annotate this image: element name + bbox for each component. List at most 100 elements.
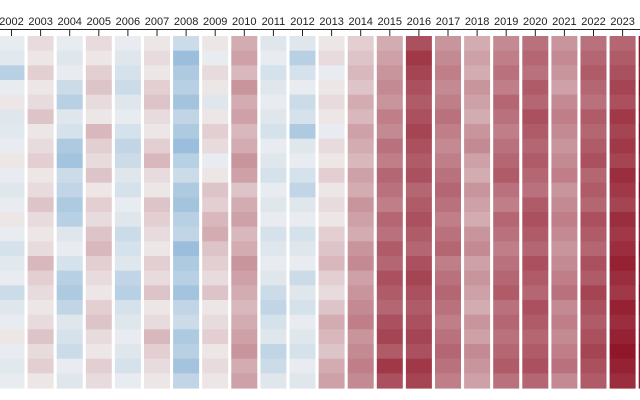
heatmap-cell (435, 138, 461, 154)
heatmap-cell (260, 358, 287, 374)
heatmap-cell (347, 285, 374, 301)
heatmap-cell (85, 124, 112, 140)
heatmap-cell (0, 197, 25, 213)
heatmap-cell (56, 197, 83, 213)
heatmap-cell (289, 109, 316, 125)
heatmap-cell (231, 182, 258, 198)
heatmap-cell (522, 226, 549, 242)
heatmap-cell (376, 212, 403, 228)
heatmap-cell (464, 373, 491, 389)
heatmap-cell (85, 226, 112, 242)
heatmap-column-2022 (580, 36, 607, 389)
heatmap-cell (289, 197, 316, 213)
heatmap-cell (202, 138, 229, 154)
heatmap-cell (289, 314, 316, 330)
heatmap-cell (0, 256, 25, 272)
heatmap-cell (551, 138, 578, 154)
heatmap-cell (609, 94, 636, 110)
heatmap-cell (260, 94, 287, 110)
heatmap-cell (376, 256, 403, 272)
heatmap-cell (638, 138, 640, 154)
heatmap-cell (580, 109, 607, 125)
heatmap-column-2005 (85, 36, 112, 389)
heatmap-cell (638, 109, 640, 125)
heatmap-cell (609, 36, 636, 52)
heatmap-cell (551, 50, 578, 66)
heatmap-cell (85, 182, 112, 198)
heatmap-cell (318, 212, 345, 228)
heatmap-cell (0, 314, 25, 330)
heatmap-cell (580, 270, 607, 286)
heatmap-cell (85, 300, 112, 316)
heatmap-cell (522, 197, 549, 213)
heatmap-cell (231, 80, 258, 96)
heatmap-column-2010 (231, 36, 258, 389)
heatmap-cell (173, 65, 200, 81)
heatmap-cell (173, 168, 200, 184)
heatmap-cell (376, 373, 403, 389)
heatmap-cell (493, 197, 520, 213)
heatmap-cell (318, 270, 345, 286)
heatmap-cell (638, 168, 640, 184)
heatmap-cell (56, 109, 83, 125)
heatmap-cell (609, 270, 636, 286)
heatmap-cell (318, 314, 345, 330)
heatmap-cell (638, 256, 640, 272)
heatmap-cell (56, 80, 83, 96)
heatmap-cell (551, 168, 578, 184)
heatmap-cell (85, 153, 112, 169)
heatmap-cell (405, 65, 432, 81)
heatmap-cell (551, 329, 578, 345)
heatmap-cell (493, 94, 520, 110)
heatmap-cell (173, 138, 200, 154)
heatmap-cell (260, 226, 287, 242)
heatmap-cell (56, 256, 83, 272)
heatmap-cell (318, 153, 345, 169)
heatmap-cell (85, 138, 112, 154)
heatmap-cell (522, 65, 549, 81)
heatmap-cell (85, 109, 112, 125)
heatmap-cell (405, 358, 432, 374)
x-tick-label-2018: 2018 (465, 16, 489, 28)
heatmap-cell (464, 50, 491, 66)
heatmap-cell (260, 212, 287, 228)
heatmap-cell (27, 80, 54, 96)
heatmap-cell (202, 300, 229, 316)
heatmap-column-2006 (114, 36, 141, 389)
heatmap-cell (144, 285, 170, 301)
heatmap-column-2002 (0, 36, 25, 389)
heatmap-cell (231, 314, 258, 330)
heatmap-cell (347, 182, 374, 198)
heatmap-cell (85, 50, 112, 66)
heatmap-cell (260, 270, 287, 286)
heatmap-cell (144, 212, 170, 228)
heatmap-cell (522, 94, 549, 110)
heatmap-cell (318, 344, 345, 360)
heatmap-cell (0, 212, 25, 228)
heatmap-cell (347, 373, 374, 389)
heatmap-cell (405, 168, 432, 184)
heatmap-cell (464, 285, 491, 301)
heatmap-cell (638, 329, 640, 345)
heatmap-cell (522, 212, 549, 228)
heatmap-cell (638, 124, 640, 140)
heatmap-cell (114, 124, 141, 140)
heatmap-cell (0, 50, 25, 66)
heatmap-cell (173, 300, 200, 316)
heatmap-cell (289, 80, 316, 96)
heatmap-cell (0, 124, 25, 140)
heatmap-cell (173, 256, 200, 272)
heatmap-cell (231, 300, 258, 316)
heatmap-cell (493, 373, 520, 389)
heatmap-cell (144, 36, 170, 52)
heatmap-cell (435, 226, 461, 242)
heatmap-cell (609, 65, 636, 81)
heatmap-cell (347, 36, 374, 52)
heatmap-cell (231, 226, 258, 242)
heatmap-cell (114, 138, 141, 154)
heatmap-cell (405, 80, 432, 96)
heatmap-cell (27, 197, 54, 213)
heatmap-column-2014 (347, 36, 374, 389)
heatmap-cell (609, 153, 636, 169)
heatmap-cell (376, 65, 403, 81)
